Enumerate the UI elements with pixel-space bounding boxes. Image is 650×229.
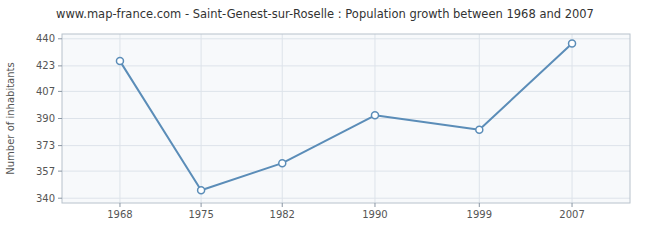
data-point <box>279 160 286 167</box>
tick-y <box>58 145 62 146</box>
data-point <box>116 58 123 65</box>
plot-frame <box>62 34 630 203</box>
tick-label-y: 423 <box>36 60 55 71</box>
tick-x <box>119 203 120 207</box>
plot-background <box>62 34 630 203</box>
tick-y <box>58 118 62 119</box>
series-line <box>120 44 572 191</box>
grid-line-x <box>282 34 283 203</box>
tick-x <box>201 203 202 207</box>
tick-label-x: 1982 <box>270 209 295 220</box>
tick-label-y: 390 <box>36 113 55 124</box>
tick-y <box>58 171 62 172</box>
title: www.map-france.com - Saint-Genest-sur-Ro… <box>56 7 594 21</box>
grid-line-y <box>62 145 630 146</box>
tick-label-y: 440 <box>36 33 55 44</box>
tick-y <box>58 38 62 39</box>
grid-line-y <box>62 118 630 119</box>
grid-line-x <box>201 34 202 203</box>
tick-x <box>374 203 375 207</box>
tick-label-x: 1968 <box>107 209 132 220</box>
grid-line-y <box>62 91 630 92</box>
grid-line-y <box>62 171 630 172</box>
grid-line-y <box>62 38 630 39</box>
data-point <box>371 112 378 119</box>
tick-label-y: 407 <box>36 86 55 97</box>
grid-line-x <box>572 34 573 203</box>
tick-label-x: 1990 <box>362 209 387 220</box>
y-axis-label: Number of inhabitants <box>5 62 16 174</box>
tick-x <box>572 203 573 207</box>
data-point <box>569 40 576 47</box>
chart-container: 340 357 373 390 407 423 440 1968 1975 1982 1990 199… <box>0 0 650 229</box>
tick-label-x: 1999 <box>467 209 492 220</box>
tick-y <box>58 198 62 199</box>
grid-line-y <box>62 198 630 199</box>
tick-y <box>58 65 62 66</box>
grid-line-y <box>62 65 630 66</box>
data-point <box>198 187 205 194</box>
page: {"chart_data": {"type": "line", "title":… <box>0 0 650 229</box>
tick-label-y: 357 <box>36 166 55 177</box>
tick-x <box>479 203 480 207</box>
tick-label-x: 1975 <box>188 209 213 220</box>
tick-x <box>282 203 283 207</box>
data-point <box>476 126 483 133</box>
axes: 340 357 373 390 407 423 440 1968 1975 1982 1990 199… <box>36 33 585 220</box>
tick-label-y: 340 <box>36 193 55 204</box>
data-layer <box>116 40 575 194</box>
grid <box>62 34 630 203</box>
tick-label-y: 373 <box>36 140 55 151</box>
tick-label-x: 2007 <box>559 209 584 220</box>
chart: 340 357 373 390 407 423 440 1968 1975 1982 1990 199… <box>0 0 650 229</box>
grid-line-x <box>479 34 480 203</box>
tick-y <box>58 91 62 92</box>
